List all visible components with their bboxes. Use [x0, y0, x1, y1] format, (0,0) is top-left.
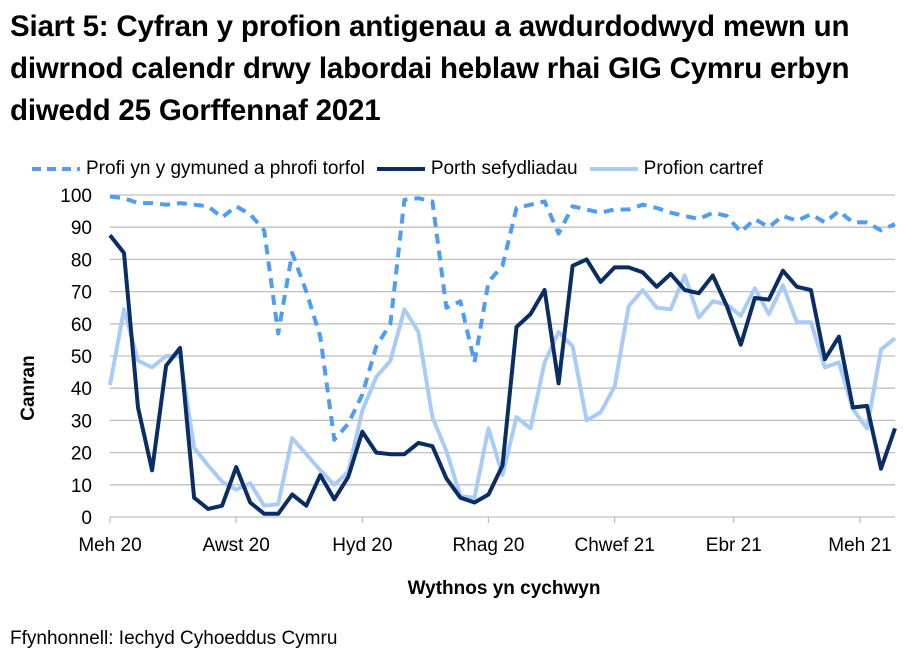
series-line — [109, 194, 896, 442]
x-tick-label: Hyd 20 — [332, 535, 392, 556]
x-tick-label: Ebr 21 — [706, 535, 762, 556]
legend-item-community: Profi yn y gymuned a phrofi torfol — [30, 158, 365, 180]
y-axis-title: Canran — [18, 355, 39, 421]
y-tick-label: 30 — [71, 411, 92, 432]
x-axis-title: Wythnos yn cychwyn — [407, 578, 601, 599]
legend-item-porth: Porth sefydliadau — [375, 158, 578, 180]
y-tick-label: 60 — [71, 315, 92, 336]
chart-title: Siart 5: Cyfran y profion antigenau a aw… — [10, 10, 850, 127]
y-tick-label: 20 — [71, 444, 92, 465]
chart-legend: Profi yn y gymuned a phrofi torfol Porth… — [30, 156, 773, 182]
y-tick-label: 80 — [71, 250, 92, 271]
solid-line-swatch-icon — [589, 167, 638, 171]
legend-label-porth: Porth sefydliadau — [430, 158, 578, 179]
source-note: Ffynhonnell: Iechyd Cyhoeddus Cymru — [10, 628, 338, 649]
x-tick-label: Awst 20 — [203, 535, 270, 556]
y-tick-label: 90 — [71, 218, 92, 239]
legend-item-home: Profion cartref — [588, 158, 763, 180]
y-tick-label: 10 — [71, 476, 92, 497]
y-tick-label: 100 — [60, 186, 92, 207]
x-tick-label: Rhag 20 — [453, 535, 525, 556]
y-tick-label: 40 — [71, 379, 92, 400]
dashed-line-swatch-icon — [32, 167, 80, 171]
series-line — [108, 234, 897, 516]
series-line — [108, 273, 897, 508]
x-tick-label: Meh 20 — [78, 535, 141, 556]
solid-line-swatch-icon — [376, 167, 425, 171]
x-tick-label: Meh 21 — [828, 535, 891, 556]
legend-label-community: Profi yn y gymuned a phrofi torfol — [86, 158, 365, 179]
y-tick-label: 0 — [81, 508, 92, 529]
y-tick-label: 70 — [71, 283, 92, 304]
x-tick-label: Chwef 21 — [575, 535, 655, 556]
y-tick-label: 50 — [71, 347, 92, 368]
legend-label-home: Profion cartref — [643, 158, 763, 179]
